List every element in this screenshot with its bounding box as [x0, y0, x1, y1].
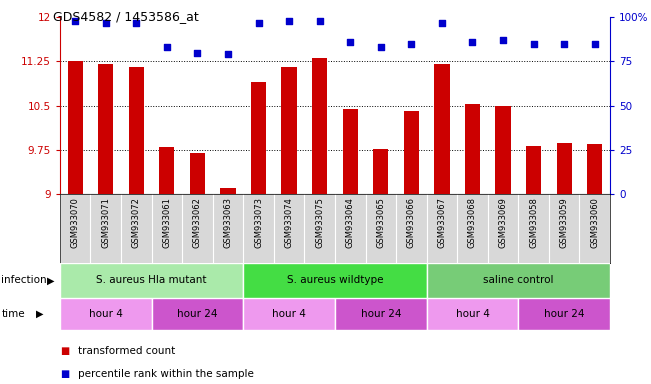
Point — [70, 18, 80, 24]
Bar — [60, 263, 243, 298]
Text: GSM933063: GSM933063 — [223, 197, 232, 248]
Point — [529, 41, 539, 47]
Point — [437, 20, 447, 26]
Text: GSM933070: GSM933070 — [71, 197, 79, 248]
Point — [100, 20, 111, 26]
Text: ■: ■ — [60, 369, 69, 379]
Text: hour 4: hour 4 — [89, 309, 122, 319]
Bar — [434, 65, 450, 194]
Bar — [152, 298, 243, 330]
Text: GSM933068: GSM933068 — [468, 197, 477, 248]
Text: S. aureus wildtype: S. aureus wildtype — [286, 275, 383, 285]
Bar — [587, 144, 602, 194]
Text: hour 24: hour 24 — [361, 309, 401, 319]
Text: infection: infection — [1, 275, 47, 285]
Bar — [373, 149, 389, 194]
Bar — [404, 111, 419, 194]
Bar — [68, 61, 83, 194]
Bar — [342, 109, 358, 194]
Bar — [526, 146, 541, 194]
Bar — [426, 263, 610, 298]
Bar — [243, 298, 335, 330]
Text: GSM933074: GSM933074 — [284, 197, 294, 248]
Text: GSM933065: GSM933065 — [376, 197, 385, 248]
Text: ▶: ▶ — [47, 275, 55, 285]
Text: GSM933066: GSM933066 — [407, 197, 416, 248]
Point — [406, 41, 417, 47]
Text: hour 24: hour 24 — [544, 309, 585, 319]
Text: transformed count: transformed count — [78, 346, 175, 356]
Text: ■: ■ — [60, 346, 69, 356]
Text: S. aureus Hla mutant: S. aureus Hla mutant — [96, 275, 207, 285]
Bar — [220, 188, 236, 194]
Bar — [465, 104, 480, 194]
Bar — [426, 298, 518, 330]
Text: GSM933073: GSM933073 — [254, 197, 263, 248]
Point — [314, 18, 325, 24]
Point — [376, 44, 386, 50]
Point — [253, 20, 264, 26]
Text: percentile rank within the sample: percentile rank within the sample — [78, 369, 254, 379]
Text: GSM933075: GSM933075 — [315, 197, 324, 248]
Bar — [98, 65, 113, 194]
Point — [223, 51, 233, 58]
Text: GSM933059: GSM933059 — [560, 197, 568, 248]
Bar — [335, 298, 426, 330]
Bar — [190, 153, 205, 194]
Text: hour 4: hour 4 — [272, 309, 306, 319]
Text: time: time — [1, 309, 25, 319]
Bar — [495, 106, 510, 194]
Bar — [251, 82, 266, 194]
Text: GSM933069: GSM933069 — [499, 197, 508, 248]
Text: GSM933062: GSM933062 — [193, 197, 202, 248]
Point — [284, 18, 294, 24]
Point — [345, 39, 355, 45]
Bar — [312, 58, 327, 194]
Bar — [557, 143, 572, 194]
Text: GSM933072: GSM933072 — [132, 197, 141, 248]
Text: GSM933067: GSM933067 — [437, 197, 447, 248]
Text: GDS4582 / 1453586_at: GDS4582 / 1453586_at — [53, 10, 199, 23]
Point — [498, 37, 508, 43]
Text: saline control: saline control — [483, 275, 553, 285]
Text: GSM933060: GSM933060 — [590, 197, 599, 248]
Bar — [243, 263, 426, 298]
Bar — [129, 67, 144, 194]
Bar — [159, 147, 174, 194]
Bar — [281, 67, 297, 194]
Point — [467, 39, 478, 45]
Point — [559, 41, 570, 47]
Text: GSM933071: GSM933071 — [102, 197, 110, 248]
Text: hour 4: hour 4 — [456, 309, 490, 319]
Text: GSM933058: GSM933058 — [529, 197, 538, 248]
Point — [590, 41, 600, 47]
Point — [131, 20, 141, 26]
Bar — [60, 298, 152, 330]
Text: hour 24: hour 24 — [177, 309, 217, 319]
Text: GSM933061: GSM933061 — [162, 197, 171, 248]
Point — [161, 44, 172, 50]
Bar — [518, 298, 610, 330]
Text: GSM933064: GSM933064 — [346, 197, 355, 248]
Point — [192, 50, 202, 56]
Text: ▶: ▶ — [36, 309, 44, 319]
